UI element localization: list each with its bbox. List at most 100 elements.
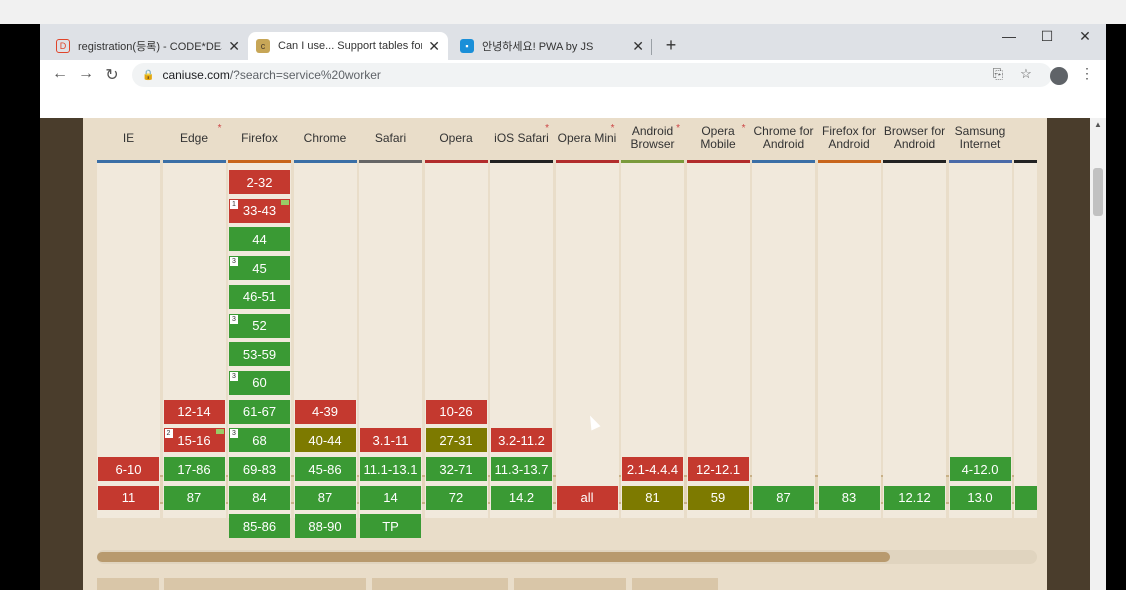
browser-header[interactable]: Br bbox=[1014, 118, 1037, 158]
support-cell[interactable]: 40-44 bbox=[294, 428, 356, 453]
asterisk-icon: * bbox=[217, 123, 222, 134]
support-cell[interactable]: 11 bbox=[98, 485, 159, 510]
code-design-favicon-icon: D bbox=[56, 39, 70, 53]
browser-header[interactable]: iOS Safari * bbox=[490, 118, 553, 158]
support-cell[interactable]: TP bbox=[360, 514, 421, 539]
browser-header[interactable]: Browser for Android bbox=[883, 118, 946, 158]
scrollbar-thumb[interactable] bbox=[1093, 168, 1103, 216]
desktop-top-strip bbox=[0, 0, 1126, 24]
close-icon[interactable]: ✕ bbox=[228, 37, 240, 54]
support-cell[interactable]: 14.2 bbox=[491, 485, 552, 510]
browser-header[interactable]: IE bbox=[97, 118, 160, 158]
support-cell[interactable]: 3.2-11.2 bbox=[491, 428, 552, 453]
address-bar[interactable]: 🔒 caniuse.com/?search=service%20worker bbox=[132, 63, 1052, 87]
support-cell[interactable]: 15-16 2 bbox=[163, 428, 225, 453]
support-cell[interactable]: 13.0 bbox=[949, 485, 1011, 510]
support-cell[interactable]: 69-83 bbox=[229, 457, 290, 481]
toolbar: ← → ↻ 🔒 caniuse.com/?search=service%20wo… bbox=[40, 60, 1106, 90]
scroll-up-arrow-icon[interactable]: ▲ bbox=[1094, 120, 1102, 129]
support-cell[interactable]: 2-32 bbox=[229, 170, 290, 194]
support-cell[interactable]: 81 bbox=[622, 485, 683, 510]
support-cell[interactable]: 44 bbox=[229, 227, 290, 252]
support-cell[interactable]: 60 3 bbox=[229, 370, 290, 395]
footer-tab[interactable] bbox=[164, 578, 366, 590]
support-cell[interactable]: 11.3-13.7 bbox=[491, 457, 552, 481]
support-cell[interactable]: 88-90 bbox=[294, 514, 356, 539]
browser-header[interactable]: Firefox bbox=[228, 118, 291, 158]
browser-header[interactable]: Opera Mini * bbox=[556, 118, 619, 158]
footer-tab[interactable] bbox=[372, 578, 508, 590]
version-label: 15-16 bbox=[177, 432, 211, 448]
footer-tab[interactable] bbox=[632, 578, 718, 590]
browser-header[interactable]: Opera Mobile * bbox=[687, 118, 750, 158]
close-window-button[interactable]: ✕ bbox=[1079, 28, 1091, 44]
support-cell[interactable]: 27-31 bbox=[425, 428, 487, 453]
support-cell[interactable]: 12-12.1 bbox=[687, 457, 749, 481]
browser-header[interactable]: Samsung Internet bbox=[949, 118, 1012, 158]
tab-caniuse[interactable]: c Can I use... Support tables for H ✕ bbox=[248, 32, 448, 60]
translate-icon[interactable]: ⎘ bbox=[992, 66, 1004, 81]
version-label: 6-10 bbox=[115, 461, 142, 477]
browser-column: iOS Safari * 3.2-11.2 11.3-13.7 14.2 bbox=[490, 118, 553, 518]
browser-header[interactable]: Chrome for Android bbox=[752, 118, 815, 158]
support-cell[interactable]: 84 bbox=[229, 485, 290, 510]
support-cell[interactable]: 87 bbox=[753, 485, 814, 510]
support-cell[interactable]: 45 3 bbox=[229, 256, 290, 281]
support-cell[interactable]: 3.1-11 bbox=[360, 428, 421, 453]
new-tab-button[interactable]: + bbox=[665, 35, 677, 55]
support-cell[interactable]: 17-86 bbox=[163, 457, 225, 481]
page-content: ▲ IE 6-10 11 Edge * 12-14 15-16 2 17-86 87 Firefox… bbox=[40, 90, 1106, 590]
star-icon[interactable]: ☆ bbox=[1020, 66, 1032, 81]
browser-header[interactable]: Chrome bbox=[294, 118, 357, 158]
support-cell[interactable]: 4-39 bbox=[294, 399, 356, 424]
support-cell[interactable]: 68 3 bbox=[229, 428, 290, 453]
support-cell[interactable]: 72 bbox=[425, 485, 487, 510]
support-cell[interactable]: 6-10 bbox=[98, 457, 159, 481]
browser-header[interactable]: Android Browser * bbox=[621, 118, 684, 158]
forward-arrow-icon[interactable]: → bbox=[78, 65, 94, 82]
support-cell[interactable]: 4-12.0 bbox=[949, 457, 1011, 481]
horizontal-scrollbar-thumb[interactable] bbox=[97, 552, 890, 562]
tab-pwa[interactable]: ▪ 안녕하세요! PWA by JS ✕ bbox=[452, 32, 652, 60]
support-cell[interactable] bbox=[1015, 485, 1037, 510]
support-cell[interactable]: 59 bbox=[687, 485, 749, 510]
browser-header[interactable]: Edge * bbox=[163, 118, 226, 158]
support-cell[interactable]: 33-43 1 bbox=[229, 198, 290, 223]
browser-header[interactable]: Opera bbox=[425, 118, 488, 158]
browser-header[interactable]: Firefox for Android bbox=[818, 118, 881, 158]
footer-tab[interactable] bbox=[514, 578, 626, 590]
profile-avatar-icon[interactable] bbox=[1050, 67, 1068, 85]
support-cell[interactable]: all bbox=[556, 485, 618, 510]
support-cell[interactable]: 12-14 bbox=[163, 399, 225, 424]
support-cell[interactable]: 14 bbox=[360, 485, 421, 510]
footer-tab[interactable] bbox=[97, 578, 159, 590]
browser-header[interactable]: Safari bbox=[359, 118, 422, 158]
vertical-scrollbar[interactable]: ▲ bbox=[1090, 118, 1106, 590]
tab-registration[interactable]: D registration(등록) - CODE*DESIG ✕ bbox=[48, 32, 248, 60]
close-icon[interactable]: ✕ bbox=[428, 37, 440, 54]
support-cell[interactable]: 32-71 bbox=[425, 457, 487, 481]
back-arrow-icon[interactable]: ← bbox=[52, 65, 68, 82]
support-cell[interactable]: 11.1-13.1 bbox=[360, 457, 421, 481]
support-cell[interactable]: 12.12 bbox=[884, 485, 945, 510]
maximize-button[interactable]: ☐ bbox=[1040, 28, 1054, 44]
support-cell[interactable]: 10-26 bbox=[425, 399, 487, 424]
support-cell[interactable]: 61-67 bbox=[229, 399, 290, 424]
support-cell[interactable]: 45-86 bbox=[294, 457, 356, 481]
minimize-button[interactable]: — bbox=[1002, 28, 1016, 44]
support-cell[interactable]: 85-86 bbox=[229, 514, 290, 539]
horizontal-scrollbar[interactable] bbox=[97, 550, 1037, 564]
support-cell[interactable]: 87 bbox=[163, 485, 225, 510]
support-cell[interactable]: 83 bbox=[818, 485, 880, 510]
browser-name: Chrome for Android bbox=[753, 124, 814, 151]
close-icon[interactable]: ✕ bbox=[632, 37, 644, 54]
menu-kebab-icon[interactable]: ⋮ bbox=[1080, 65, 1094, 81]
url-text[interactable]: caniuse.com/?search=service%20worker bbox=[162, 68, 380, 82]
version-label: 87 bbox=[776, 490, 791, 506]
support-cell[interactable]: 52 3 bbox=[229, 313, 290, 338]
support-cell[interactable]: 46-51 bbox=[229, 284, 290, 309]
reload-icon[interactable]: ↻ bbox=[105, 67, 119, 84]
support-cell[interactable]: 53-59 bbox=[229, 342, 290, 367]
support-cell[interactable]: 87 bbox=[294, 485, 356, 510]
support-cell[interactable]: 2.1-4.4.4 bbox=[622, 457, 683, 481]
